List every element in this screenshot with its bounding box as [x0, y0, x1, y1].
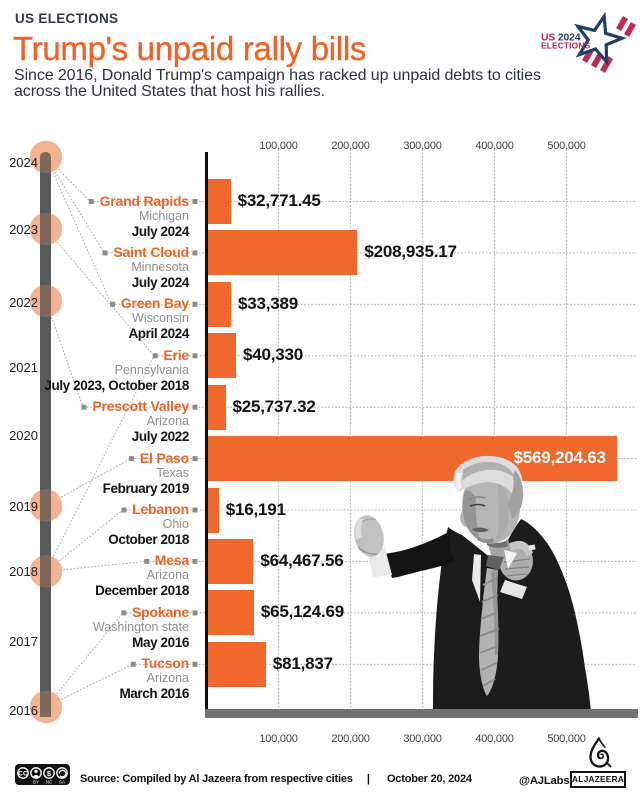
- svg-text:US 2024: US 2024: [541, 33, 581, 44]
- svg-text:ELECTIONS: ELECTIONS: [541, 41, 590, 51]
- svg-text:SA: SA: [59, 780, 65, 785]
- svg-text:CC: CC: [18, 771, 28, 778]
- svg-text:$: $: [47, 769, 52, 778]
- svg-text:BY: BY: [33, 780, 39, 785]
- svg-text:NC: NC: [46, 780, 53, 785]
